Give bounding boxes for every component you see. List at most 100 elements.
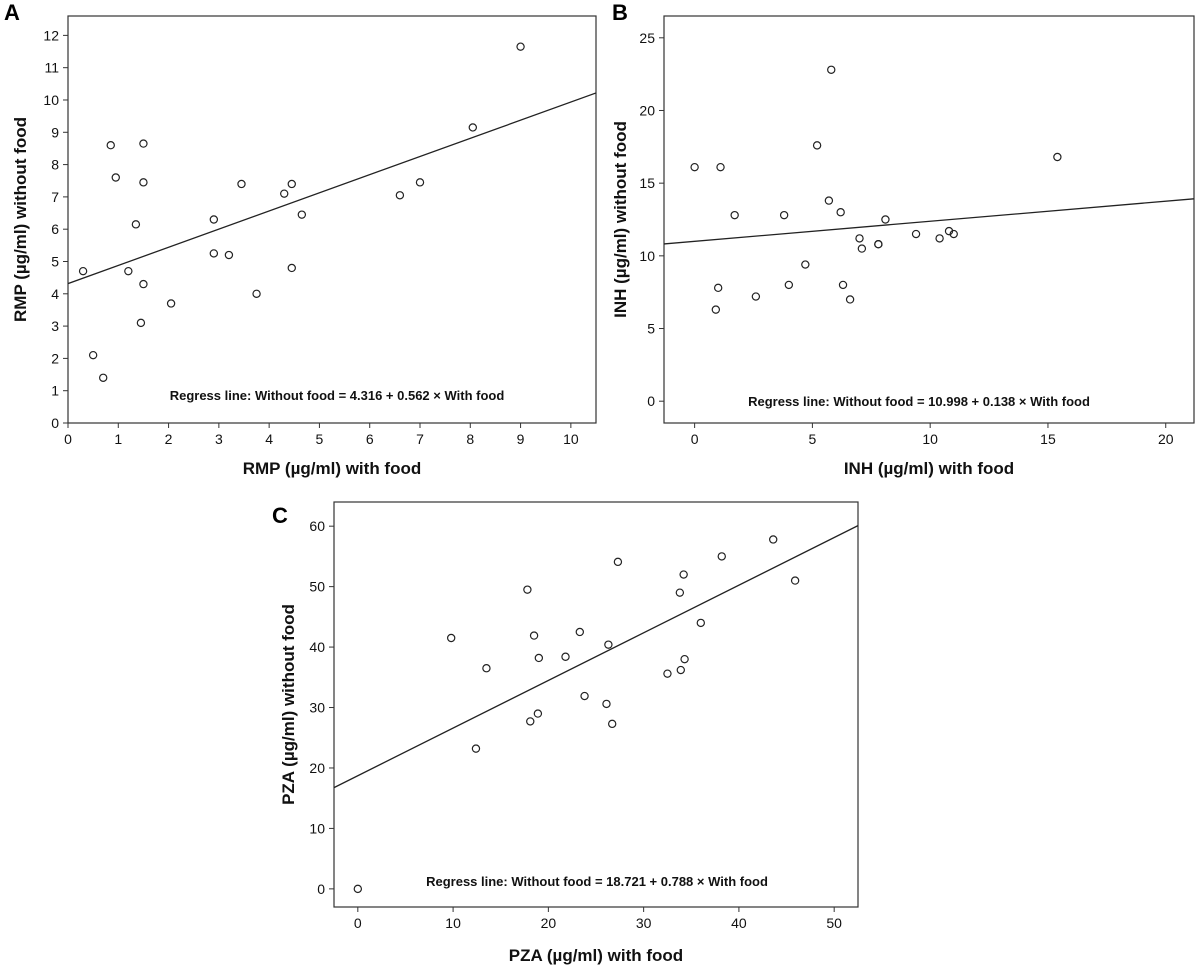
data-point xyxy=(604,640,613,649)
x-axis-title: RMP (µg/ml) with food xyxy=(243,459,422,478)
x-tick-label: 20 xyxy=(541,915,557,931)
y-tick-label: 6 xyxy=(51,221,59,237)
y-tick-label: 4 xyxy=(51,286,59,302)
data-point xyxy=(751,292,761,301)
data-point xyxy=(287,179,296,189)
regression-line xyxy=(334,525,858,789)
data-point xyxy=(680,654,689,664)
data-point xyxy=(106,141,115,150)
regression-equation: Regress line: Without food = 18.721 + 0.… xyxy=(426,874,768,889)
data-point xyxy=(676,665,685,675)
x-tick-label: 3 xyxy=(215,431,223,447)
panel-b-scatter-plot: 0 5 10 15 20 0 5 10 15 20 25 Regress line: Without … xyxy=(611,15,1195,478)
data-point xyxy=(111,173,120,182)
data-point xyxy=(287,263,296,273)
data-point xyxy=(88,350,98,360)
y-axis-title: PZA (µg/ml) without food xyxy=(279,604,298,805)
data-point xyxy=(613,557,623,567)
regression-equation: Regress line: Without food = 10.998 + 0.… xyxy=(748,394,1090,409)
data-point xyxy=(716,162,725,172)
x-tick-label: 10 xyxy=(563,431,579,447)
data-point xyxy=(209,249,219,258)
x-axis-title: PZA (µg/ml) with food xyxy=(509,946,683,965)
data-point xyxy=(711,305,721,314)
y-tick-label: 0 xyxy=(317,881,325,897)
y-tick-label: 10 xyxy=(43,92,59,108)
data-point xyxy=(516,42,525,51)
x-tick-label: 10 xyxy=(922,431,938,447)
x-tick-label: 9 xyxy=(517,431,525,447)
panel-letter-b: B xyxy=(612,0,628,25)
data-point xyxy=(482,664,491,673)
y-tick-label: 9 xyxy=(51,124,59,140)
data-point xyxy=(696,618,706,628)
data-point xyxy=(468,123,477,132)
x-tick-label: 2 xyxy=(165,431,173,447)
x-tick-label: 8 xyxy=(466,431,474,447)
data-point xyxy=(675,588,685,597)
regression-line xyxy=(664,198,1194,245)
data-point xyxy=(663,669,672,678)
data-point xyxy=(395,191,405,200)
data-point xyxy=(801,260,810,269)
x-tick-label: 1 xyxy=(114,431,122,447)
data-point xyxy=(561,652,570,661)
panel-c-scatter-plot: 0 10 20 30 40 50 0 10 20 30 40 50 60 Regress line: Wi… xyxy=(279,501,859,965)
data-point xyxy=(353,884,363,894)
y-tick-label: 7 xyxy=(51,189,59,205)
data-point xyxy=(836,208,845,217)
y-tick-label: 5 xyxy=(51,253,59,269)
data-point xyxy=(779,210,789,220)
data-point xyxy=(713,283,723,293)
x-tick-label: 6 xyxy=(366,431,374,447)
data-point xyxy=(874,240,883,249)
y-axis-title: RMP (µg/ml) without food xyxy=(11,117,30,322)
data-point xyxy=(1053,152,1062,162)
data-point xyxy=(845,295,855,304)
data-point xyxy=(131,220,141,229)
y-tick-label: 10 xyxy=(639,248,655,264)
data-point xyxy=(769,535,778,544)
x-axis-title: INH (µg/ml) with food xyxy=(844,459,1014,478)
plot-frame xyxy=(67,15,597,424)
y-tick-label: 60 xyxy=(309,518,325,534)
data-point xyxy=(730,210,739,220)
y-tick-label: 11 xyxy=(44,60,59,76)
data-point xyxy=(838,280,848,290)
data-point xyxy=(812,141,822,150)
y-tick-label: 1 xyxy=(51,383,59,399)
x-tick-label: 0 xyxy=(354,915,362,931)
x-tick-label: 4 xyxy=(265,431,273,447)
y-tick-label: 12 xyxy=(43,27,59,43)
data-point xyxy=(824,196,834,205)
data-point xyxy=(580,691,589,701)
x-tick-label: 0 xyxy=(64,431,72,447)
panel-letter-c: C xyxy=(272,503,288,528)
data-point xyxy=(415,178,425,187)
y-tick-label: 20 xyxy=(309,760,325,776)
y-tick-label: 0 xyxy=(51,415,59,431)
regression-line xyxy=(68,92,596,285)
y-tick-label: 30 xyxy=(309,700,325,716)
data-point xyxy=(690,162,699,172)
y-tick-label: 2 xyxy=(51,350,59,366)
data-point xyxy=(717,552,726,561)
data-point xyxy=(533,709,543,718)
y-tick-label: 20 xyxy=(639,102,655,118)
x-tick-label: 7 xyxy=(416,431,424,447)
plot-frame xyxy=(333,501,859,908)
panel-letter-a: A xyxy=(4,0,20,25)
y-tick-label: 10 xyxy=(309,820,325,836)
data-point xyxy=(935,234,944,243)
data-point xyxy=(523,585,532,594)
y-tick-label: 25 xyxy=(639,30,655,46)
data-point xyxy=(911,229,921,239)
x-tick-label: 5 xyxy=(809,431,817,447)
data-point xyxy=(139,279,148,289)
data-point xyxy=(297,210,307,219)
data-point xyxy=(209,215,219,224)
data-point xyxy=(529,631,539,640)
data-point xyxy=(784,280,794,290)
data-point xyxy=(237,179,246,189)
